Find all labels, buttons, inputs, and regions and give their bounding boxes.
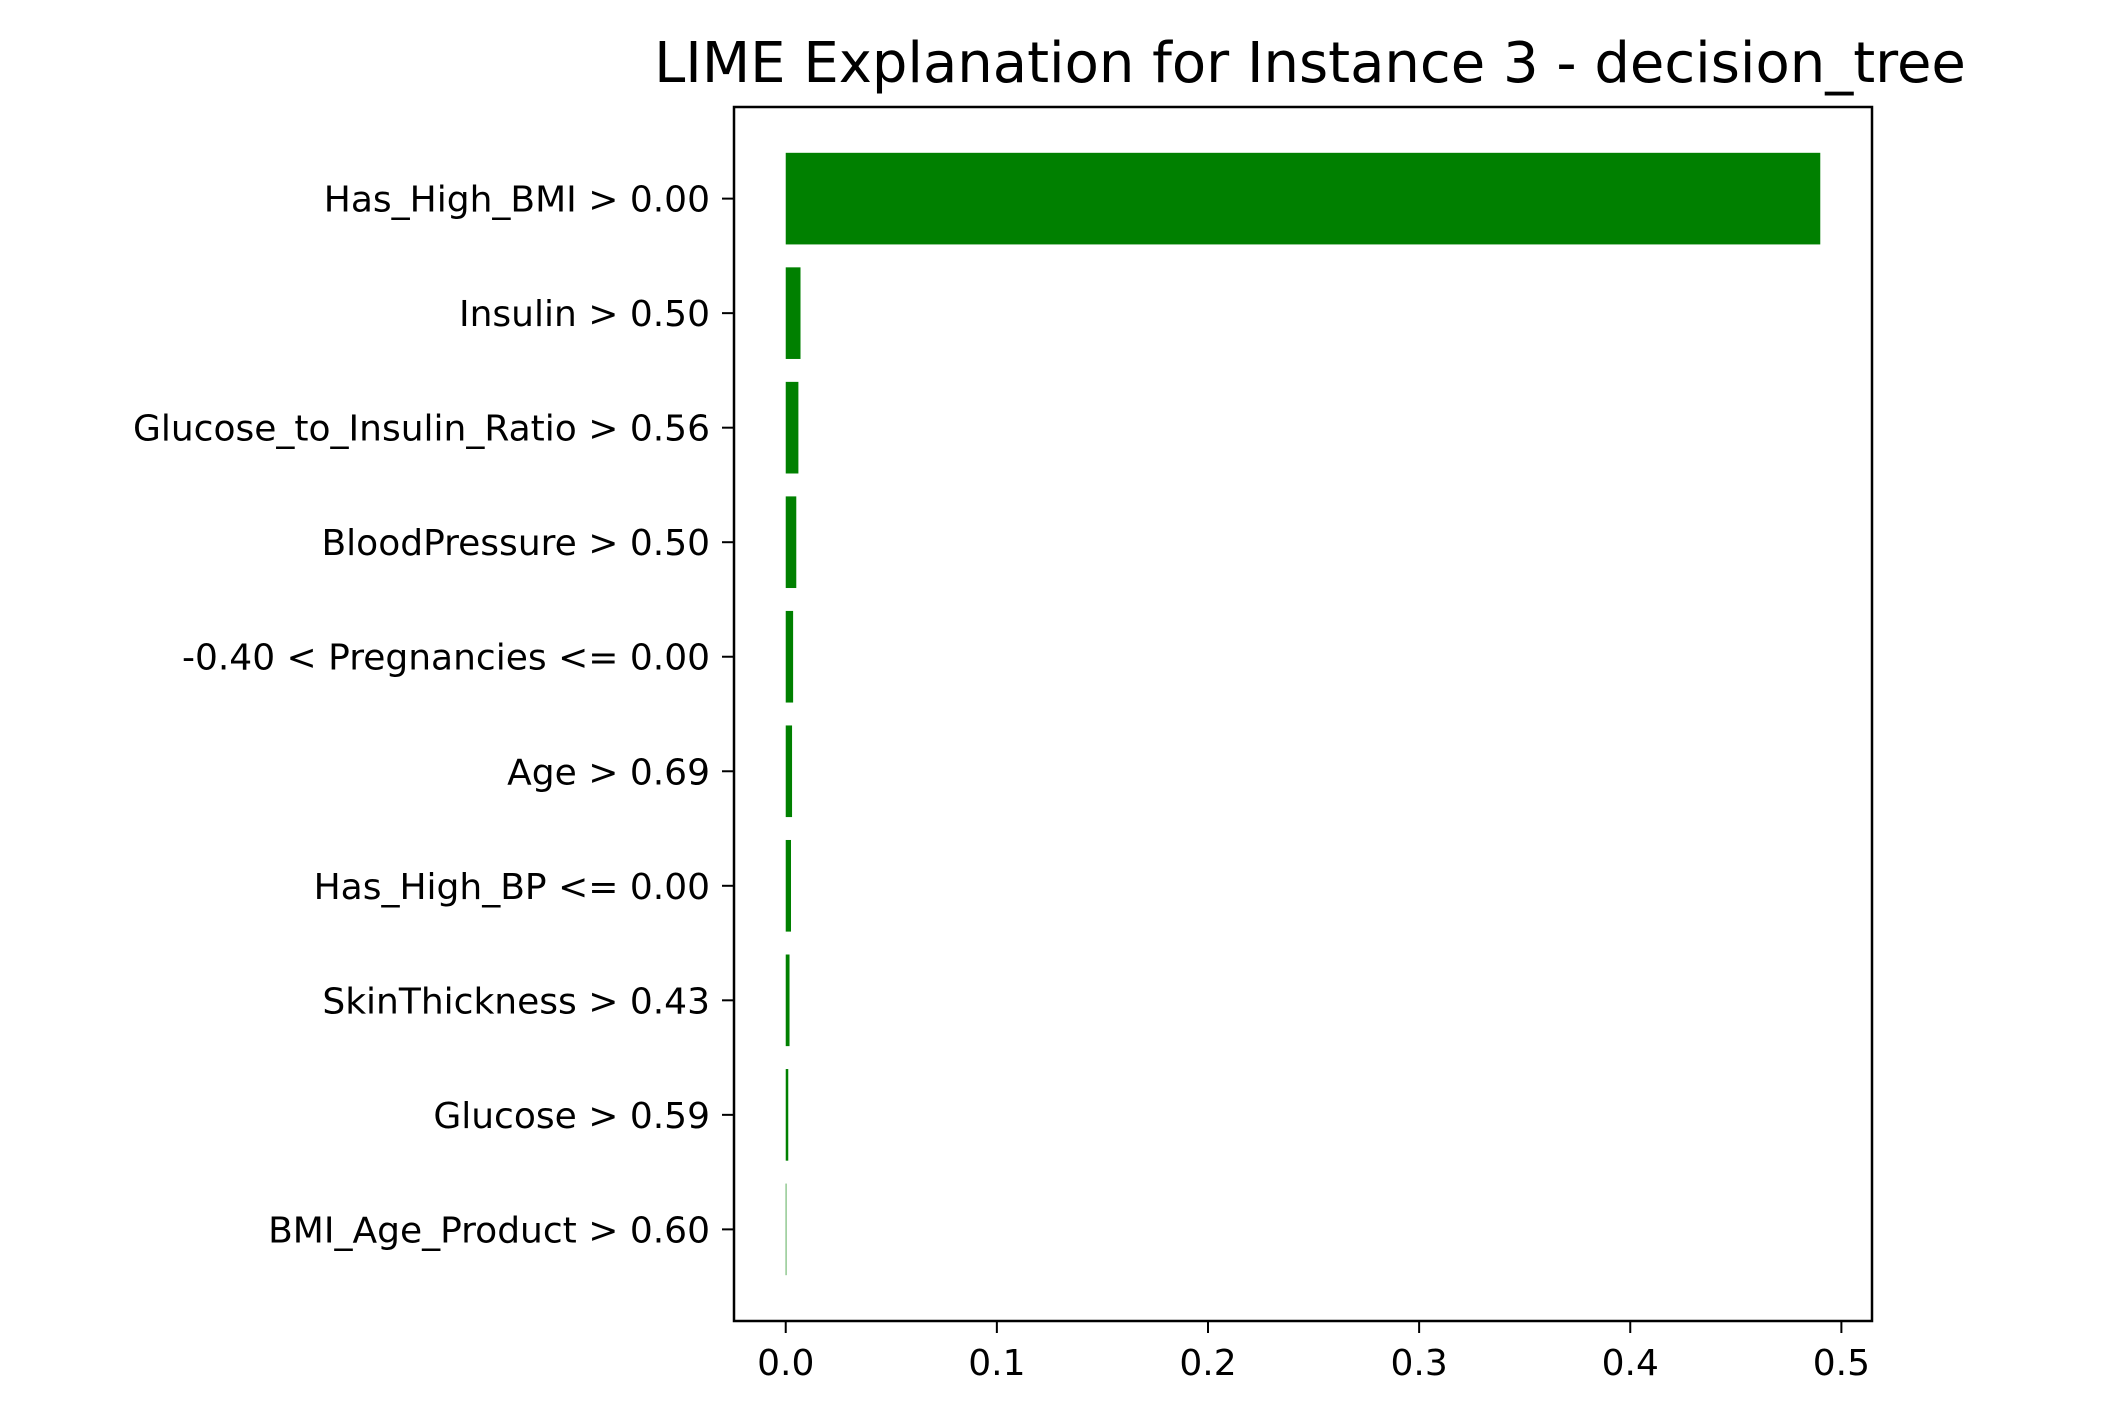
bar-8 [785,1069,789,1161]
y-tick-label-3: BloodPressure > 0.50 [321,523,710,564]
y-tick-label-2: Glucose_to_Insulin_Ratio > 0.56 [133,409,710,450]
bar-6 [785,839,792,932]
y-tick-label-7: SkinThickness > 0.43 [322,981,710,1022]
bar-9 [785,1183,787,1276]
y-tick-label-4: -0.40 < Pregnancies <= 0.00 [182,638,710,679]
chart-title: LIME Explanation for Instance 3 - decisi… [654,31,1966,96]
bar-2 [785,381,799,474]
y-tick-label-8: Glucose > 0.59 [433,1096,710,1137]
x-tick-label-4: 0.4 [1602,1343,1659,1384]
y-tick-label-0: Has_High_BMI > 0.00 [324,180,710,221]
x-tick-label-0: 0.0 [757,1343,814,1384]
y-tick-label-5: Age > 0.69 [507,752,710,793]
bars-layer [785,152,1821,1276]
bar-5 [785,725,793,818]
x-tick-label-1: 0.1 [968,1343,1025,1384]
y-axis-ticks: Has_High_BMI > 0.00 Insulin > 0.50 Glucose… [133,180,734,1251]
bar-4 [785,610,794,703]
y-tick-label-6: Has_High_BP <= 0.00 [314,867,710,908]
y-tick-label-9: BMI_Age_Product > 0.60 [268,1210,710,1251]
x-tick-label-3: 0.3 [1390,1343,1447,1384]
x-tick-label-2: 0.2 [1179,1343,1236,1384]
bar-7 [785,954,790,1047]
bar-3 [785,496,797,589]
plot-frame [732,105,1874,1323]
bar-1 [785,267,801,359]
bar-0 [785,152,1821,245]
x-tick-label-5: 0.5 [1813,1343,1870,1384]
y-tick-label-1: Insulin > 0.50 [459,294,710,335]
x-axis-ticks: 0.0 0.1 0.2 0.3 0.4 0.5 [757,1321,1870,1384]
